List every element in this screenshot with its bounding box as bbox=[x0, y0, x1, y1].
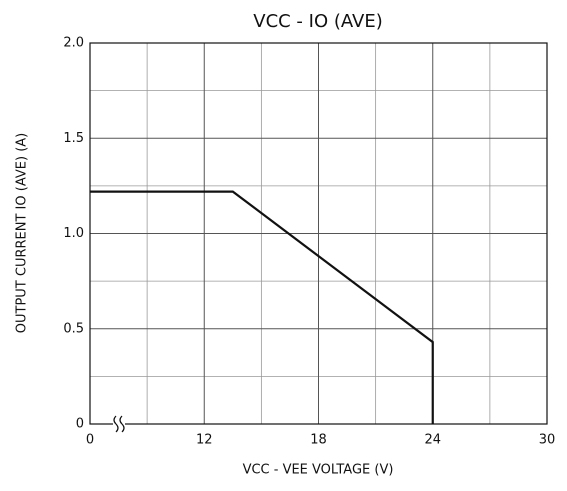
chart-title: VCC - IO (AVE) bbox=[253, 11, 382, 32]
axis-break-gap bbox=[113, 416, 125, 432]
y-tick-label: 0 bbox=[76, 417, 84, 432]
x-axis-label: VCC - VEE VOLTAGE (V) bbox=[243, 463, 394, 478]
x-tick-label: 0 bbox=[86, 433, 94, 448]
y-axis-label: OUTPUT CURRENT IO (AVE) (A) bbox=[15, 133, 30, 333]
x-tick-label: 18 bbox=[310, 433, 327, 448]
y-tick-label: 0.5 bbox=[63, 321, 84, 336]
y-tick-label: 1.0 bbox=[63, 226, 84, 241]
y-tick-label: 2.0 bbox=[63, 36, 84, 51]
plot-frame bbox=[89, 42, 548, 425]
x-tick-label: 24 bbox=[424, 433, 441, 448]
data-line bbox=[90, 190, 434, 424]
x-tick-label: 12 bbox=[196, 433, 213, 448]
axis-break bbox=[113, 415, 125, 433]
x-tick-label: 30 bbox=[539, 433, 556, 448]
y-tick-label: 1.5 bbox=[63, 131, 84, 146]
